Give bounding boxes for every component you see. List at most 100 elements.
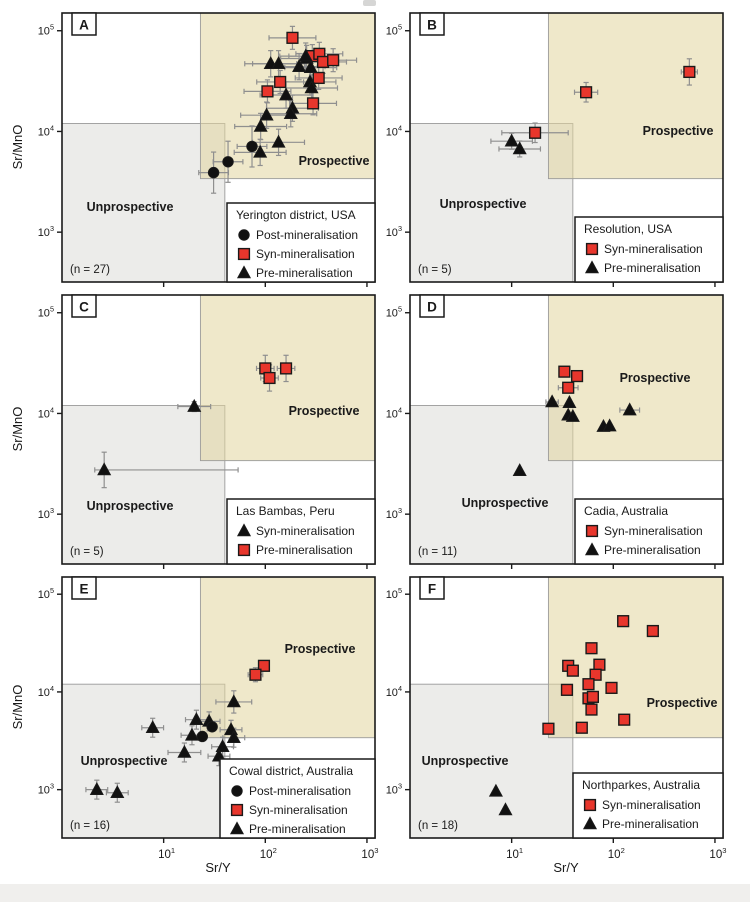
legend-title: Cadia, Australia <box>584 504 668 518</box>
legend-marker-circle <box>238 229 250 241</box>
data-point <box>542 722 555 735</box>
panel-letter-box <box>419 12 445 36</box>
x-axis-label-left: Sr/Y <box>205 860 231 875</box>
data-point <box>565 408 580 422</box>
legend-item-label: Syn-mineralisation <box>256 524 355 538</box>
data-point <box>605 681 618 694</box>
data-point <box>274 75 287 89</box>
panel-letter-box <box>71 12 97 36</box>
legend-item-label: Pre-mineralisation <box>249 822 346 836</box>
series-square <box>558 365 584 394</box>
data-point <box>89 781 104 795</box>
series-triangle <box>512 394 637 477</box>
data-point <box>249 668 262 681</box>
legend-marker-triangle <box>584 260 600 274</box>
data-point <box>570 369 584 383</box>
y-tick-label-104: 104 <box>386 123 402 138</box>
y-tick-label-105: 105 <box>38 23 54 38</box>
series-circle <box>196 721 218 743</box>
data-point <box>187 398 202 412</box>
data-point <box>211 748 226 762</box>
data-point <box>226 730 241 744</box>
plot-border <box>61 576 376 839</box>
data-point <box>488 783 503 797</box>
y-tick-label-103: 103 <box>38 506 54 521</box>
panel-letter: B <box>427 18 437 33</box>
panel-letter-box <box>419 576 445 600</box>
x-tick-label-102: 102 <box>260 846 277 861</box>
data-point <box>279 362 293 375</box>
data-point <box>575 721 588 734</box>
unprospective-region <box>61 405 226 565</box>
unprospective-label: Unprospective <box>81 754 168 768</box>
legend-title: Cowal district, Australia <box>229 764 353 778</box>
data-point <box>253 118 268 132</box>
y-tick-label-103: 103 <box>386 224 402 239</box>
plot-area: Unprospective Prospective <box>61 294 376 565</box>
data-point <box>579 86 593 99</box>
unprospective-label: Unprospective <box>462 496 549 510</box>
data-point <box>145 720 160 734</box>
data-point <box>306 97 320 110</box>
data-point <box>110 785 125 799</box>
prospective-region <box>547 294 724 462</box>
n-count-label: (n = 11) <box>418 546 457 558</box>
prospective-label: Prospective <box>289 404 360 418</box>
plot-area: Unprospective Prospective <box>409 294 724 565</box>
data-point <box>560 683 574 696</box>
panel-d: Unprospective Prospective 103 104 105 D (n = 1… <box>364 291 732 576</box>
x-tick-label-102: 102 <box>608 846 625 861</box>
legend-title: Resolution, USA <box>584 222 672 236</box>
data-point <box>279 87 294 101</box>
x-tick-label-101: 101 <box>158 846 175 861</box>
legend-marker-triangle <box>236 265 252 279</box>
unprospective-label: Unprospective <box>87 499 174 513</box>
panel-svg-d: Unprospective Prospective 103 104 105 D (n = 1… <box>386 294 724 569</box>
y-tick-label-105: 105 <box>386 305 402 320</box>
legend-box <box>574 498 724 565</box>
legend-item-label: Pre-mineralisation <box>256 543 353 557</box>
panel-letter: E <box>79 582 88 597</box>
prospective-label: Prospective <box>285 642 356 656</box>
plot-border <box>409 576 724 839</box>
panel-svg-c: Unprospective Prospective 103 104 105 C (n = 5… <box>38 294 376 569</box>
data-point <box>259 107 274 121</box>
legend-box <box>226 202 376 283</box>
data-point <box>246 140 258 153</box>
series-square <box>528 65 696 139</box>
prospective-label: Prospective <box>647 696 718 710</box>
data-point <box>622 402 637 416</box>
y-tick-label-104: 104 <box>386 684 402 699</box>
data-point <box>585 642 598 655</box>
prospective-region <box>199 576 376 739</box>
data-point <box>618 713 631 726</box>
data-point <box>283 106 298 120</box>
data-point <box>226 694 241 708</box>
legend-marker-square <box>237 247 251 261</box>
legend-box <box>574 216 724 283</box>
data-point <box>593 658 606 671</box>
legend-item-label: Syn-mineralisation <box>604 242 703 256</box>
legend-item-label: Pre-mineralisation <box>256 266 353 280</box>
panel-svg-f: Unprospective Prospective 103 104 105 101 102 1… <box>386 576 726 861</box>
legend-item-label: Syn-mineralisation <box>604 524 703 538</box>
data-point <box>585 703 598 716</box>
panel-letter: D <box>427 300 437 315</box>
legend-box <box>226 498 376 565</box>
y-tick-label-103: 103 <box>386 782 402 797</box>
y-tick-label-103: 103 <box>38 224 54 239</box>
panel-f: Unprospective Prospective 103 104 105 101 102 1… <box>364 573 732 876</box>
plot-border <box>409 294 724 565</box>
legend-marker-square <box>230 803 244 817</box>
data-point <box>189 712 204 725</box>
panel-letter: A <box>79 18 89 33</box>
series-square <box>542 615 659 735</box>
unprospective-label: Unprospective <box>422 754 509 768</box>
data-point <box>566 664 579 677</box>
n-count-label: (n = 16) <box>70 820 110 832</box>
y-tick-label-104: 104 <box>386 405 402 420</box>
data-point <box>222 156 234 168</box>
data-point <box>261 85 274 98</box>
data-point <box>512 141 527 155</box>
series-triangle <box>97 398 202 476</box>
